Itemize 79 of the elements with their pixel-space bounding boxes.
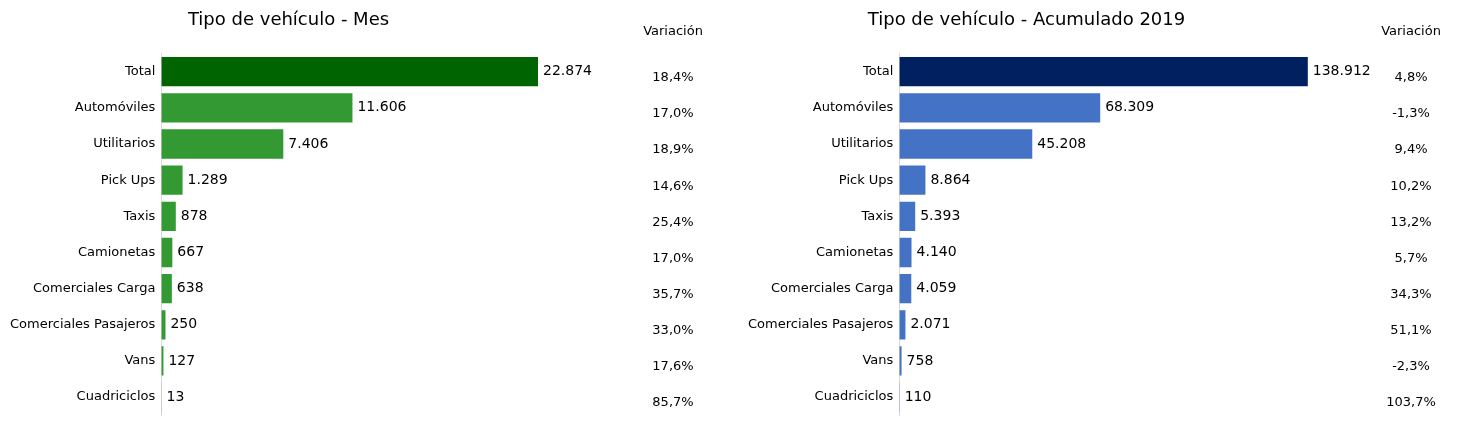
y-tick-label: Automóviles	[74, 99, 156, 115]
data-label: 11.606	[357, 98, 407, 115]
bar	[161, 201, 176, 231]
y-tick-label: Comerciales Carga	[770, 280, 894, 296]
text: 18,9%	[652, 141, 694, 157]
data-label: 638	[176, 279, 204, 296]
bar	[899, 201, 916, 231]
data-label: 667	[177, 243, 205, 260]
y-tick-label: Camionetas	[815, 243, 894, 259]
bar	[899, 274, 912, 304]
y-tick-label: Taxis	[860, 207, 894, 223]
text: 9,4%	[1394, 141, 1428, 157]
data-label: 22.874	[542, 62, 593, 79]
text: 10,2%	[1390, 177, 1432, 193]
y-tick-label: Comerciales Pasajeros	[9, 316, 156, 332]
bar	[161, 93, 353, 123]
text: 35,7%	[652, 286, 694, 302]
text: 17,0%	[652, 105, 694, 121]
data-label: 250	[170, 315, 198, 332]
data-label: 110	[904, 387, 932, 404]
bar	[899, 93, 1101, 123]
bar	[899, 57, 1308, 87]
data-label: 878	[180, 206, 208, 223]
text: 5,7%	[1394, 249, 1428, 265]
bar	[161, 274, 172, 304]
bar	[161, 165, 183, 195]
text: 18,4%	[652, 69, 694, 85]
data-label: 45.208	[1037, 134, 1087, 151]
data-label: 127	[168, 351, 196, 368]
bar	[899, 346, 902, 376]
text: 51,1%	[1390, 322, 1432, 338]
y-tick-label: Cuadriciclos	[76, 388, 156, 404]
y-tick-label: Taxis	[122, 207, 156, 223]
y-tick-label: Total	[123, 63, 156, 79]
data-label: 5.393	[920, 206, 961, 223]
y-tick-label: Vans	[124, 352, 156, 368]
y-tick-label: Comerciales Carga	[32, 280, 156, 296]
y-tick-label: Utilitarios	[93, 135, 156, 151]
text: 13,2%	[1390, 213, 1432, 229]
bar	[161, 237, 173, 268]
text: -1,3%	[1392, 105, 1430, 121]
bar	[161, 129, 284, 159]
data-label: 2.071	[910, 315, 951, 332]
bar	[899, 165, 926, 195]
data-label: 13	[166, 387, 185, 404]
bar	[899, 237, 912, 268]
y-tick-label: Utilitarios	[831, 135, 894, 151]
text: -2,3%	[1392, 358, 1430, 374]
y-tick-label: Cuadriciclos	[814, 388, 894, 404]
text: 25,4%	[652, 213, 694, 229]
text: 17,6%	[652, 358, 694, 374]
bar	[899, 129, 1033, 159]
data-label: 8.864	[930, 170, 971, 187]
bar	[161, 57, 538, 87]
chart-title: Tipo de vehículo - Acumulado 2019	[866, 8, 1186, 30]
text: Variación	[1381, 22, 1441, 38]
y-tick-label: Comerciales Pasajeros	[747, 316, 894, 332]
text: 85,7%	[652, 394, 694, 410]
data-label: 68.309	[1105, 98, 1155, 115]
data-label: 138.912	[1312, 62, 1371, 79]
y-tick-label: Vans	[862, 352, 894, 368]
y-tick-label: Total	[861, 63, 894, 79]
text: 33,0%	[652, 322, 694, 338]
text: 17,0%	[652, 249, 694, 265]
text: Variación	[643, 22, 703, 38]
data-label: 758	[906, 351, 934, 368]
data-label: 4.140	[916, 243, 957, 260]
text: 103,7%	[1386, 394, 1436, 410]
chart-title: Tipo de vehículo - Mes	[186, 8, 390, 30]
data-label: 1.289	[187, 170, 228, 187]
y-tick-label: Pick Ups	[100, 171, 156, 187]
data-label: 4.059	[916, 279, 957, 296]
text: 14,6%	[652, 177, 694, 193]
text: 4,8%	[1394, 69, 1428, 85]
y-tick-label: Pick Ups	[838, 171, 894, 187]
data-label: 7.406	[288, 134, 329, 151]
text: 34,3%	[1390, 286, 1432, 302]
y-tick-label: Automóviles	[812, 99, 894, 115]
y-tick-label: Camionetas	[77, 243, 156, 259]
